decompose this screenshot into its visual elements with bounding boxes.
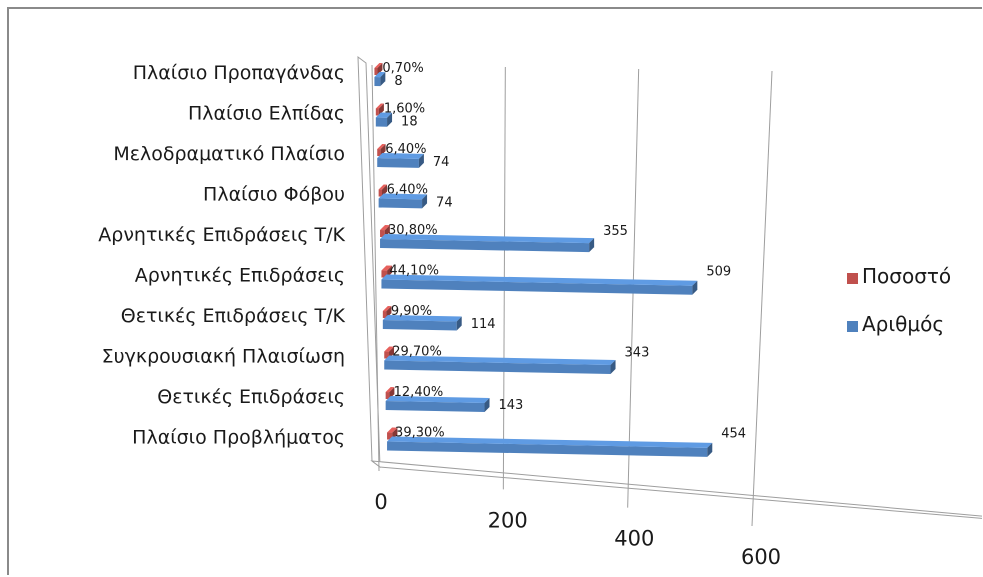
data-label-arithmos: 74 bbox=[433, 155, 450, 170]
bar-arithmos bbox=[374, 72, 386, 87]
bar-arithmos bbox=[375, 112, 393, 127]
category-label: Πλαίσιο Ελπίδας bbox=[188, 103, 345, 125]
x-tick-label: 200 bbox=[488, 508, 528, 532]
data-label-pososto: 0,70% bbox=[382, 61, 423, 76]
bar-chart: 0 200 400 600 Πλαίσιο Προβλήματος 39,30% 454 Θε… bbox=[98, 55, 982, 569]
data-label-arithmos: 343 bbox=[625, 346, 650, 361]
bar-arithmos bbox=[381, 274, 698, 295]
bar-pososto bbox=[377, 144, 386, 157]
bar-arithmos bbox=[384, 355, 616, 375]
data-label-arithmos: 509 bbox=[706, 265, 731, 280]
bar-arithmos bbox=[385, 396, 490, 412]
category-label: Πλαίσιο Προβλήματος bbox=[132, 427, 345, 449]
legend-swatch bbox=[847, 273, 858, 284]
bar-pososto bbox=[375, 103, 384, 116]
gridline-0 bbox=[371, 64, 380, 472]
bar-arithmos bbox=[382, 315, 462, 331]
category-label: Πλαίσιο Φόβου bbox=[203, 184, 345, 206]
x-tick-label: 400 bbox=[614, 527, 654, 551]
bar-arithmos bbox=[380, 234, 595, 253]
bar-pososto bbox=[374, 63, 383, 76]
gridline-600 bbox=[751, 70, 773, 527]
legend-label: Αριθμός bbox=[862, 312, 944, 336]
data-label-pososto: 29,70% bbox=[392, 345, 442, 360]
data-label-arithmos: 74 bbox=[436, 196, 453, 211]
category-label: Αρνητικές Επιδράσεις bbox=[135, 265, 345, 287]
x-tick-label: 0 bbox=[374, 490, 387, 514]
category-label: Μελοδραματικό Πλαίσιο bbox=[113, 143, 345, 165]
data-label-pososto: 39,30% bbox=[395, 426, 445, 441]
data-label-pososto: 9,90% bbox=[391, 304, 432, 319]
data-label-arithmos: 355 bbox=[603, 224, 628, 239]
bars bbox=[374, 63, 713, 457]
category-label: Θετικές Επιδράσεις Τ/Κ bbox=[121, 305, 346, 327]
legend-swatch bbox=[847, 321, 858, 332]
bar-pososto bbox=[378, 184, 388, 197]
category-label: Θετικές Επιδράσεις bbox=[157, 386, 345, 408]
category-label: Πλαίσιο Προπαγάνδας bbox=[133, 62, 345, 84]
bar-pososto bbox=[382, 306, 392, 319]
x-tick-label: 600 bbox=[741, 545, 781, 569]
category-label: Αρνητικές Επιδράσεις Τ/Κ bbox=[98, 224, 345, 246]
data-label-pososto: 12,40% bbox=[394, 385, 444, 400]
bar-arithmos bbox=[387, 436, 713, 457]
legend-label: Ποσοστό bbox=[862, 264, 951, 288]
data-label-pososto: 44,10% bbox=[389, 264, 439, 279]
data-label-arithmos: 454 bbox=[721, 427, 746, 442]
data-label-arithmos: 18 bbox=[401, 115, 418, 130]
chart-frame: 0 200 400 600 Πλαίσιο Προβλήματος 39,30% 454 Θε… bbox=[7, 7, 982, 575]
data-label-arithmos: 8 bbox=[394, 74, 402, 89]
data-label-arithmos: 143 bbox=[499, 398, 524, 413]
category-label: Συγκρουσιακή Πλαισίωση bbox=[102, 346, 345, 368]
bar-arithmos bbox=[377, 153, 424, 168]
labels: 0 200 400 600 Πλαίσιο Προβλήματος 39,30% 454 Θε… bbox=[98, 61, 781, 569]
bar-arithmos bbox=[378, 193, 428, 209]
data-label-pososto: 1,60% bbox=[384, 102, 425, 117]
data-label-pososto: 6,40% bbox=[387, 183, 428, 198]
gridlines bbox=[371, 64, 773, 527]
legend: Ποσοστό Αριθμός bbox=[847, 264, 951, 336]
data-label-pososto: 6,40% bbox=[385, 142, 426, 157]
data-label-arithmos: 114 bbox=[471, 317, 496, 332]
data-label-pososto: 30,80% bbox=[388, 223, 438, 238]
chart-walls bbox=[357, 55, 982, 519]
floor bbox=[370, 460, 982, 519]
